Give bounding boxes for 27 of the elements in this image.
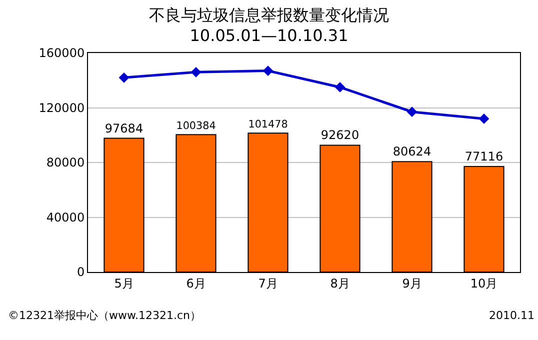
y-tick-label: 0 [76,265,85,280]
point [334,82,346,92]
chart-title: 不良与垃圾信息举报数量变化情况 [149,5,389,24]
data-label: 100384 [176,120,216,132]
data-label: 77116 [464,149,504,164]
point [118,72,130,83]
data-label: 101478 [248,118,288,131]
point [478,114,490,124]
data-label: 92620 [320,128,360,142]
data-label: 80624 [392,144,432,159]
y-tick-label: 80000 [46,156,85,170]
x-tick-label: 5月 [114,276,134,290]
chart-subtitle: 10.05.01—10.10.31 [190,26,348,46]
x-tick-label: 7月 [258,276,278,290]
x-tick-label: 9月 [402,276,422,290]
text: 2010.11 [489,309,534,322]
y-tick-label: 120000 [38,100,85,115]
point [190,66,202,78]
text: ©12321举报中心（www.12321.cn） [8,309,201,322]
x-tick-label: 8月 [330,276,350,290]
point [406,106,418,118]
y-tick-label: 160000 [38,46,85,60]
x-tick-label: 10月 [470,276,498,290]
x-tick-label: 6月 [186,276,206,290]
point [262,66,274,76]
data-label: 97684 [104,121,144,136]
y-tick-label: 40000 [46,210,85,224]
